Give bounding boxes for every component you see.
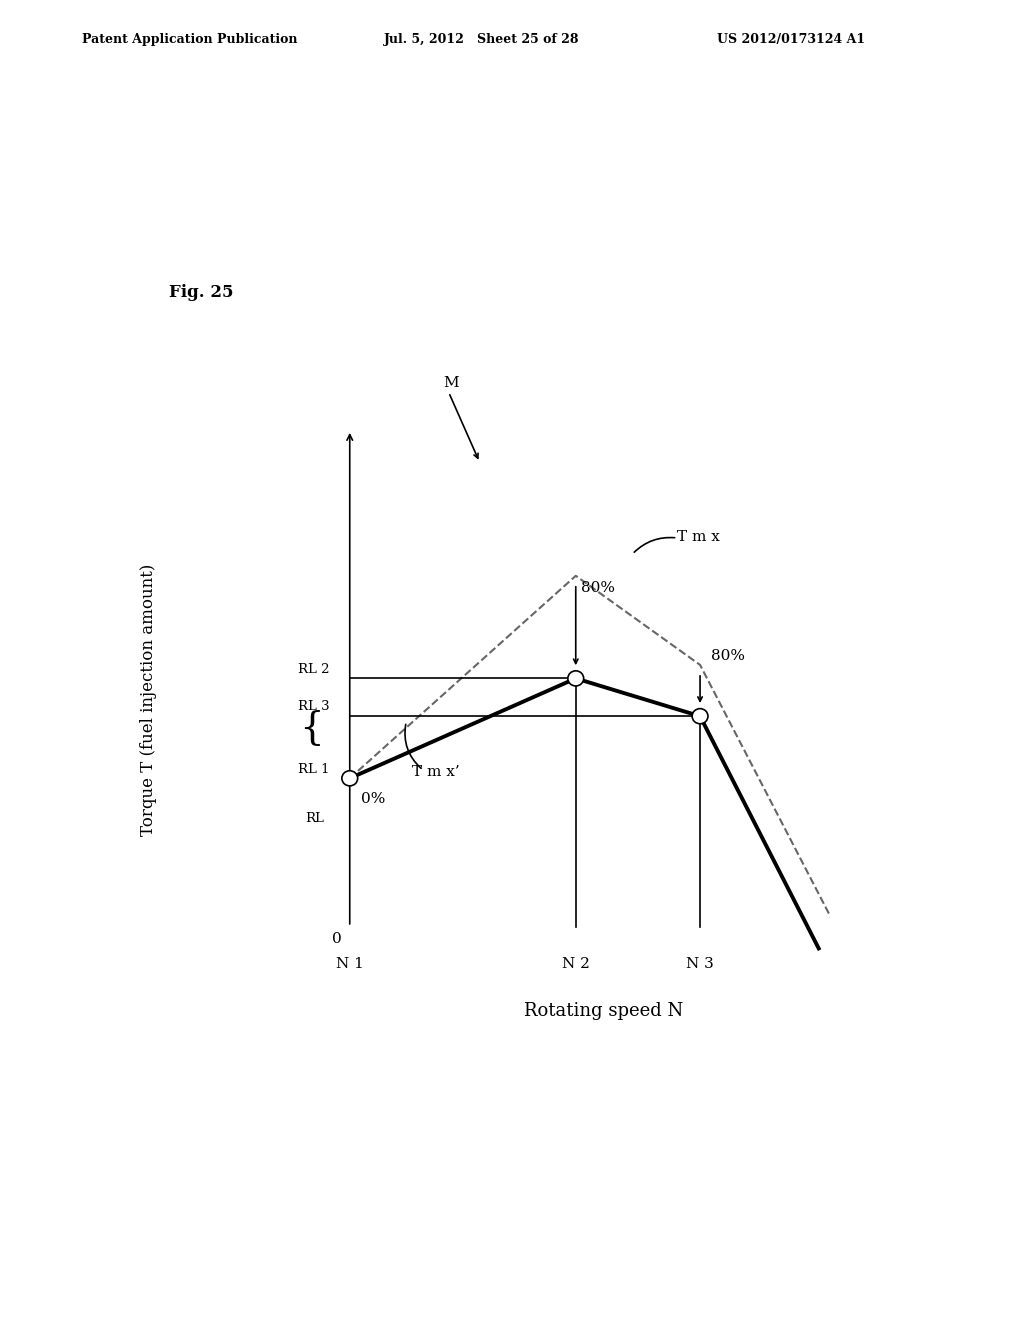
Text: {: { — [300, 710, 325, 747]
Text: T m x: T m x — [678, 529, 720, 544]
Text: Jul. 5, 2012   Sheet 25 of 28: Jul. 5, 2012 Sheet 25 of 28 — [384, 33, 580, 46]
Text: M: M — [443, 376, 459, 389]
Text: N 3: N 3 — [686, 957, 714, 970]
Text: 80%: 80% — [712, 648, 745, 663]
Text: US 2012/0173124 A1: US 2012/0173124 A1 — [717, 33, 865, 46]
Text: RL: RL — [305, 812, 325, 825]
Text: N 1: N 1 — [336, 957, 364, 970]
Circle shape — [342, 771, 357, 785]
Text: RL 2: RL 2 — [298, 663, 330, 676]
Text: Fig. 25: Fig. 25 — [169, 284, 233, 301]
Text: 80%: 80% — [582, 581, 615, 595]
Text: 0: 0 — [332, 932, 341, 946]
Text: N 2: N 2 — [562, 957, 590, 970]
Text: 0%: 0% — [361, 792, 385, 805]
Text: RL 3: RL 3 — [298, 701, 330, 714]
Text: RL 1: RL 1 — [298, 763, 330, 776]
Circle shape — [568, 671, 584, 686]
Text: Patent Application Publication: Patent Application Publication — [82, 33, 297, 46]
Circle shape — [692, 709, 708, 723]
Text: Rotating speed N: Rotating speed N — [524, 1002, 684, 1020]
Text: T m x’: T m x’ — [412, 764, 460, 779]
Text: Torque T (fuel injection amount): Torque T (fuel injection amount) — [140, 564, 157, 836]
